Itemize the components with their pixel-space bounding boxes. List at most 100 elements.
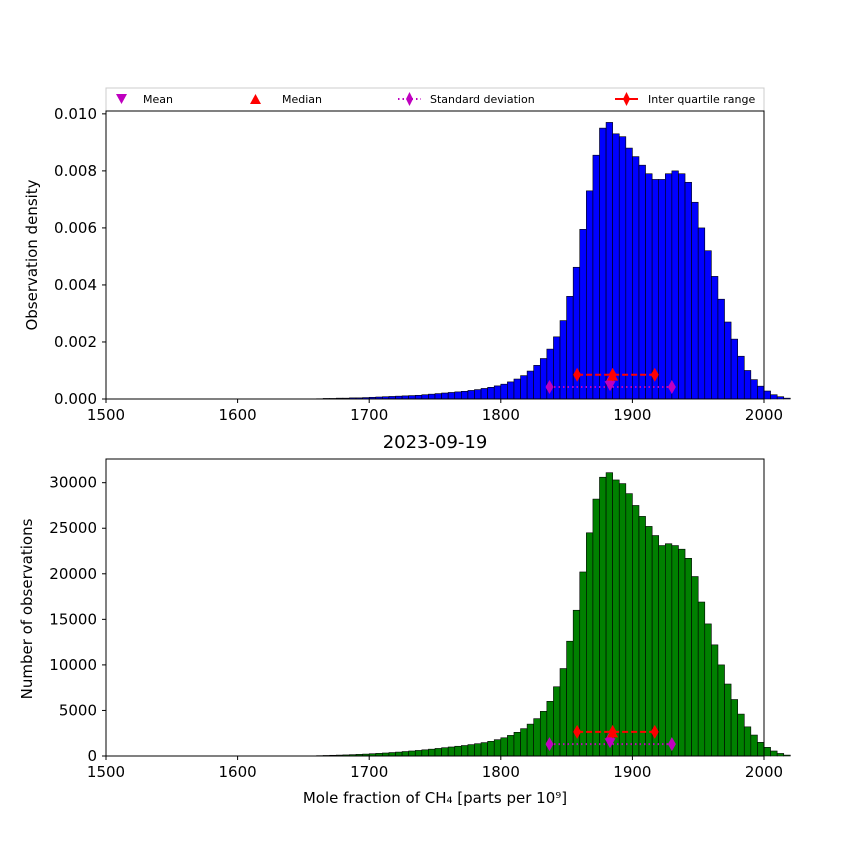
count-bar: [428, 749, 435, 756]
count-bar: [705, 624, 712, 756]
count-y-tick-label: 0: [87, 747, 97, 765]
density-bar: [646, 174, 653, 399]
count-bar: [665, 544, 672, 756]
count-x-tick-label: 2000: [745, 763, 783, 781]
density-bar: [718, 299, 725, 399]
count-bar: [784, 755, 791, 756]
count-x-tick-label: 1900: [613, 763, 651, 781]
density-bar: [488, 387, 495, 399]
density-bar: [659, 179, 666, 399]
count-bar: [409, 751, 416, 756]
density-bar: [711, 276, 718, 399]
count-bar: [646, 526, 653, 756]
density-bar: [764, 391, 771, 399]
count-bar: [711, 645, 718, 756]
density-bar: [619, 137, 626, 399]
density-bar: [593, 155, 600, 399]
count-bar: [738, 714, 745, 756]
density-bar: [409, 396, 416, 399]
count-y-tick-label: 25000: [49, 519, 97, 537]
density-x-tick-label: 1500: [87, 406, 125, 424]
density-x-tick-label: 1900: [613, 406, 651, 424]
density-bar: [468, 390, 475, 399]
density-bar: [771, 395, 778, 399]
density-bar: [442, 393, 449, 399]
density-bar: [567, 296, 574, 399]
count-bar: [488, 741, 495, 756]
density-bar: [455, 392, 462, 399]
legend: Mean Median Standard deviation Inter qua…: [106, 88, 764, 111]
density-bar: [672, 171, 679, 399]
density-bar: [757, 386, 764, 399]
density-bar: [540, 359, 547, 399]
count-x-tick-label: 1600: [219, 763, 257, 781]
count-title: 2023-09-19: [383, 432, 488, 453]
density-bar: [639, 165, 646, 399]
count-bar: [672, 546, 679, 756]
count-bar: [632, 505, 639, 756]
density-bar: [553, 337, 560, 399]
count-bar: [606, 473, 613, 756]
count-bar: [593, 499, 600, 756]
density-bar: [692, 202, 699, 399]
count-bar: [580, 572, 587, 756]
density-bar: [507, 382, 514, 399]
density-bar: [501, 384, 508, 399]
count-bar: [527, 724, 534, 756]
density-bar: [580, 229, 587, 399]
density-y-tick-label: 0.002: [54, 333, 97, 351]
count-bar: [777, 753, 784, 756]
count-bar: [540, 711, 547, 756]
count-x-tick-label: 1700: [350, 763, 388, 781]
density-bar: [521, 376, 528, 399]
density-bar: [784, 398, 791, 399]
count-bar: [678, 549, 685, 756]
density-bar: [481, 388, 488, 399]
density-bar: [534, 365, 541, 399]
density-bar: [474, 390, 481, 399]
count-bar: [468, 745, 475, 756]
count-bar: [442, 748, 449, 756]
count-bar: [514, 732, 521, 756]
density-bar: [777, 397, 784, 399]
count-y-tick-label: 30000: [49, 474, 97, 492]
density-y-tick-label: 0.004: [54, 276, 97, 294]
density-bar: [665, 174, 672, 399]
count-bar: [725, 684, 732, 756]
count-bar: [619, 484, 626, 756]
count-bar: [435, 748, 442, 756]
density-bar: [632, 157, 639, 399]
density-bar: [494, 386, 501, 399]
count-bar: [402, 752, 409, 756]
count-bar: [600, 477, 607, 756]
count-x-tick-label: 1800: [482, 763, 520, 781]
density-bar: [600, 128, 607, 399]
density-bar: [744, 370, 751, 399]
density-bar: [422, 395, 429, 399]
count-bar: [455, 746, 462, 756]
density-x-tick-label: 2000: [745, 406, 783, 424]
density-bar: [586, 191, 593, 399]
density-bar: [514, 379, 521, 399]
count-bar: [415, 750, 422, 756]
count-bars: [317, 473, 791, 756]
count-bar: [560, 669, 567, 756]
density-y-tick-label: 0.000: [54, 390, 97, 408]
density-bars: [317, 122, 791, 399]
count-bar: [698, 602, 705, 756]
count-x-axis-label: Mole fraction of CH₄ [parts per 10⁹]: [303, 789, 567, 807]
count-bar: [744, 727, 751, 756]
density-x-tick-label: 1800: [482, 406, 520, 424]
count-bar: [448, 747, 455, 756]
density-x-tick-label: 1600: [219, 406, 257, 424]
density-y-tick-label: 0.010: [54, 105, 97, 123]
density-y-tick-label: 0.006: [54, 219, 97, 237]
count-bar: [396, 752, 403, 756]
count-bar: [613, 480, 620, 756]
count-bar: [474, 744, 481, 756]
density-bar: [415, 395, 422, 399]
count-bar: [481, 743, 488, 756]
count-bar: [553, 687, 560, 756]
